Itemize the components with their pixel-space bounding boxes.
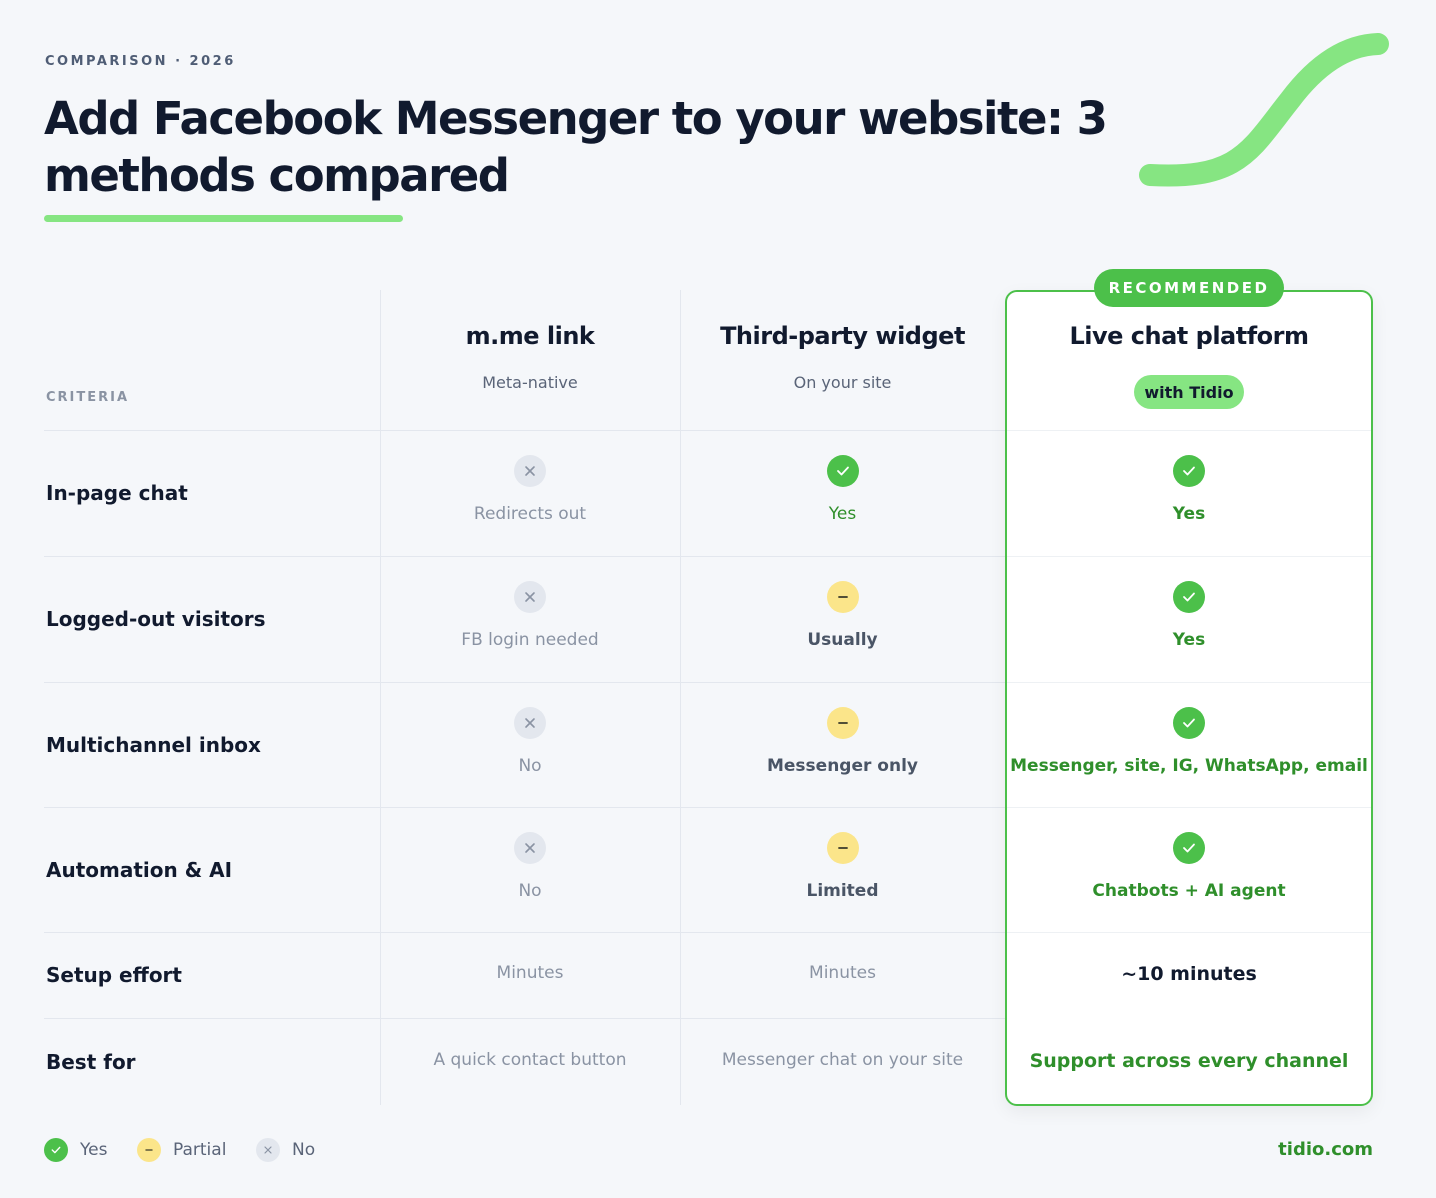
row-line bbox=[1007, 807, 1371, 808]
row-line bbox=[44, 682, 1373, 683]
row-line bbox=[1007, 556, 1371, 557]
cell-text: Support across every channel bbox=[1029, 1049, 1349, 1072]
cell-text: ~10 minutes bbox=[1121, 963, 1257, 985]
icon bbox=[1173, 707, 1205, 739]
cell-text: Yes bbox=[1172, 504, 1206, 524]
divider bbox=[380, 290, 381, 1105]
cell-text: Redirects out bbox=[473, 504, 587, 524]
row-line bbox=[1007, 932, 1371, 933]
status-icon bbox=[514, 832, 546, 864]
icon bbox=[1173, 581, 1205, 613]
criteria-label: CRITERIA bbox=[46, 390, 130, 405]
status-icon bbox=[1173, 832, 1205, 864]
icon bbox=[826, 707, 859, 739]
status-icon bbox=[1173, 707, 1205, 739]
row-line bbox=[1007, 430, 1371, 431]
column-name: Live chat platform bbox=[1069, 322, 1309, 350]
row-label: Multichannel inbox bbox=[46, 732, 261, 757]
cell-text: Limited bbox=[806, 881, 879, 901]
status-icon bbox=[826, 455, 859, 487]
tag: with Tidio bbox=[1134, 375, 1244, 409]
recommended-frame bbox=[1005, 290, 1373, 1106]
cell-text: Usually bbox=[807, 630, 878, 650]
underline bbox=[44, 215, 403, 222]
cell-text: Messenger, site, IG, WhatsApp, email bbox=[1010, 756, 1368, 776]
eyebrow: COMPARISON · 2026 bbox=[45, 54, 236, 69]
status-icon bbox=[1173, 455, 1205, 487]
status-icon bbox=[514, 455, 546, 487]
row-label: In-page chat bbox=[46, 481, 188, 505]
icon bbox=[256, 1138, 280, 1162]
cell-text: Minutes bbox=[496, 963, 564, 983]
icon bbox=[44, 1138, 68, 1162]
cell-text: Yes bbox=[828, 504, 857, 524]
column-name: Third-party widget bbox=[720, 322, 965, 350]
icon bbox=[514, 832, 546, 864]
footer-site: tidio.com bbox=[1278, 1139, 1373, 1160]
cell-text: FB login needed bbox=[461, 630, 599, 650]
column-subtitle: On your site bbox=[793, 373, 892, 392]
cell-text: Yes bbox=[1172, 630, 1206, 650]
status-icon bbox=[826, 581, 859, 613]
icon bbox=[826, 581, 859, 613]
cell-text: Chatbots + AI agent bbox=[1092, 881, 1286, 901]
title: Add Facebook Messenger to your website: … bbox=[44, 92, 1108, 202]
icon bbox=[137, 1138, 161, 1162]
icon bbox=[1173, 455, 1205, 487]
column-name: m.me link bbox=[465, 322, 595, 350]
legend-label: Yes bbox=[80, 1140, 108, 1160]
legend-label: Partial bbox=[173, 1140, 227, 1160]
icon bbox=[826, 455, 859, 487]
cell-text: No bbox=[518, 756, 542, 776]
decoration bbox=[1139, 33, 1389, 187]
icon bbox=[514, 581, 546, 613]
legend-label: No bbox=[292, 1140, 316, 1160]
badge: RECOMMENDED bbox=[1094, 269, 1284, 307]
status-icon bbox=[256, 1138, 280, 1162]
status-icon bbox=[826, 832, 859, 864]
row-line bbox=[44, 807, 1373, 808]
status-icon bbox=[44, 1138, 68, 1162]
row-line bbox=[44, 430, 1373, 431]
row-line bbox=[44, 932, 1373, 933]
status-icon bbox=[137, 1138, 161, 1162]
status-icon bbox=[1173, 581, 1205, 613]
icon bbox=[514, 455, 546, 487]
row-label: Automation & AI bbox=[46, 857, 233, 882]
divider bbox=[680, 290, 681, 1105]
cell-text: Messenger only bbox=[766, 756, 918, 776]
row-line bbox=[1007, 682, 1371, 683]
cell-text: No bbox=[518, 881, 542, 901]
row-label: Best for bbox=[46, 1049, 136, 1074]
cell-text: A quick contact button bbox=[433, 1049, 627, 1070]
status-icon bbox=[514, 581, 546, 613]
cell-text: Minutes bbox=[809, 963, 876, 983]
column-subtitle: Meta-native bbox=[482, 373, 578, 392]
cell-text: Messenger chat on your site bbox=[721, 1049, 964, 1070]
icon bbox=[1173, 832, 1205, 864]
icon bbox=[826, 832, 859, 864]
status-icon bbox=[514, 707, 546, 739]
row-line bbox=[44, 556, 1373, 557]
row-line bbox=[44, 1018, 1373, 1019]
row-label: Logged-out visitors bbox=[46, 607, 266, 631]
status-icon bbox=[826, 707, 859, 739]
row-label: Setup effort bbox=[46, 963, 182, 987]
icon bbox=[514, 707, 546, 739]
